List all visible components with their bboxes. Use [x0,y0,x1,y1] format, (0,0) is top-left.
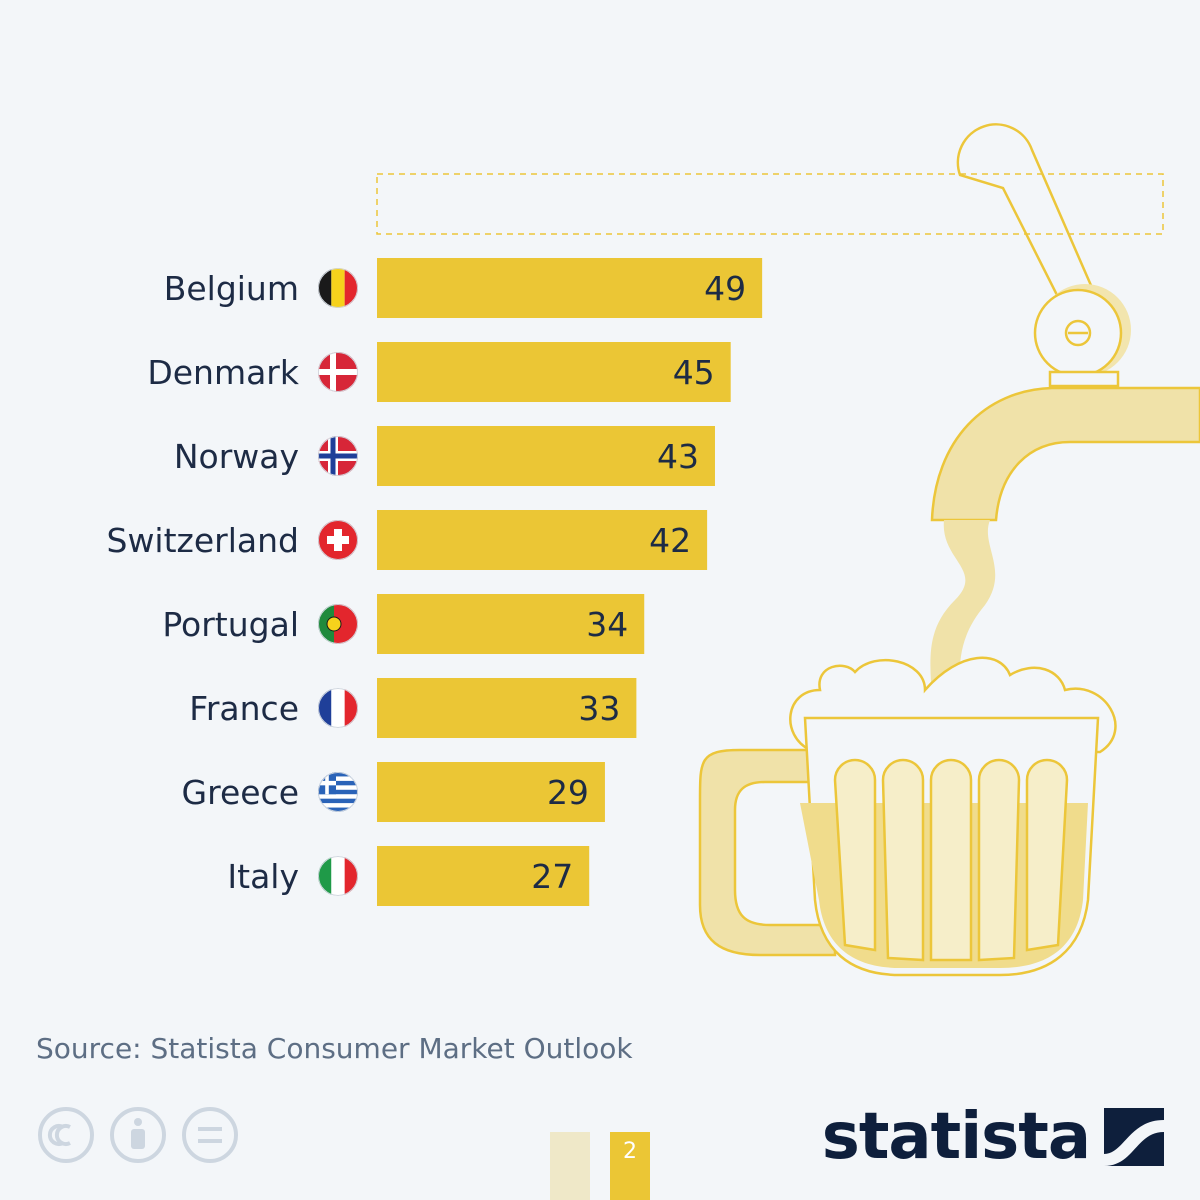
flag-part [331,268,345,308]
mug-handle-icon [698,748,837,957]
category-label: Belgium [164,269,299,308]
category-label: Greece [182,773,299,812]
flag-part [331,688,345,728]
category-label: Italy [227,857,299,896]
tap-handle-icon [956,123,1131,388]
pagination: 2 [550,1132,650,1200]
bar [377,594,645,654]
flag-part [318,369,358,375]
data-label: 49 [704,269,746,308]
page-indicator-1[interactable] [550,1132,590,1200]
flag-part [318,785,358,790]
statista-logo[interactable]: statista [821,1100,1164,1174]
bar [377,258,763,318]
bar [377,510,708,570]
flag-outline [318,856,358,896]
norway-flag-icon [318,436,358,476]
data-label: 42 [649,521,691,560]
bar [377,762,605,822]
beer-tap-illustration [698,123,1200,977]
cc-icon[interactable] [38,1107,94,1163]
logo-wordmark: statista [821,1100,1091,1174]
data-label: 43 [657,437,699,476]
flag-part [318,776,358,781]
category-label: Portugal [162,605,299,644]
tap-spout-icon [930,386,1200,522]
license-icons [38,1107,238,1163]
flag-outline [318,688,358,728]
statista-logo-icon [1104,1108,1164,1166]
flag-outline [318,772,358,812]
data-label: 45 [673,353,715,392]
greece-flag-icon [318,772,358,812]
flag-outline [318,604,358,644]
flag-outline [318,520,358,560]
no-derivatives-icon[interactable] [182,1107,238,1163]
page-indicator-current[interactable]: 2 [610,1132,650,1200]
flag-outline [318,352,358,392]
flag-part [318,604,334,644]
attribution-icon[interactable] [110,1107,166,1163]
category-label: Norway [174,437,299,476]
flag-part [318,453,358,459]
data-label: 27 [531,857,573,896]
flag-part [318,803,358,808]
belgium-flag-icon [318,268,358,308]
flag-outline [318,436,358,476]
bar [377,342,731,402]
category-label: Switzerland [107,521,300,560]
france-flag-icon [318,688,358,728]
data-label: 29 [547,773,589,812]
source-note: Source: Statista Consumer Market Outlook [36,1032,633,1065]
flag-part [331,856,345,896]
flag-part [318,780,336,786]
bar-group: 49 Belgium 45 Denmark 43 Norway 42 Switzerland 3… [107,258,763,906]
category-label: France [189,689,299,728]
header-placeholder-box [376,173,1164,235]
glass-ribs-icon [833,758,1069,962]
bar [377,426,715,486]
data-label: 33 [578,689,620,728]
italy-flag-icon [318,856,358,896]
bar [377,678,637,738]
category-label: Denmark [147,353,300,392]
switzerland-flag-icon [318,520,358,560]
data-label: 34 [586,605,628,644]
denmark-flag-icon [318,352,358,392]
flag-outline [318,268,358,308]
flag-part [327,536,349,544]
beer-stream-icon [930,520,996,700]
flag-part [318,794,358,799]
flag-part [326,616,342,632]
portugal-flag-icon [318,604,358,644]
bar [377,846,590,906]
